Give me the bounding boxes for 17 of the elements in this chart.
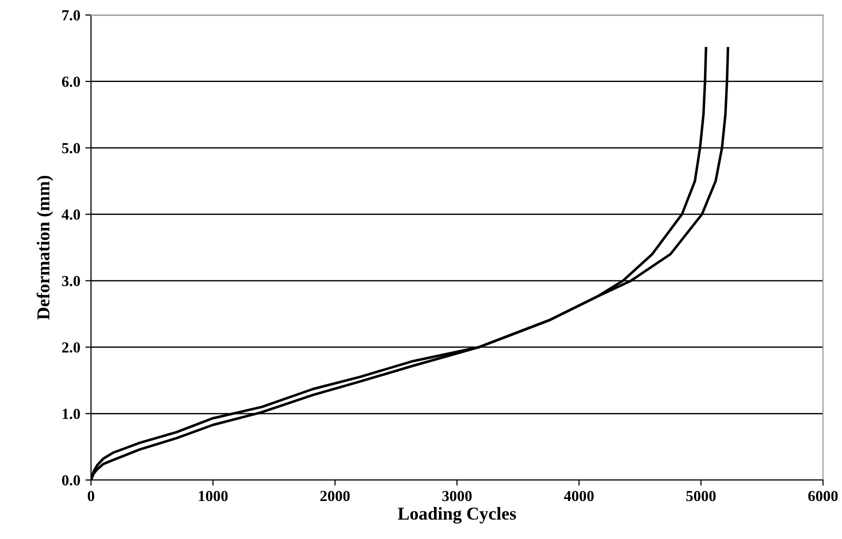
x-tick-label: 1000 bbox=[198, 490, 228, 502]
x-tick-label: 5000 bbox=[686, 490, 716, 502]
y-tick-label: 1.0 bbox=[62, 408, 80, 420]
y-tick-label: 7.0 bbox=[62, 10, 80, 21]
y-axis-title: Deformation (mm) bbox=[36, 176, 54, 320]
y-tick-label: 5.0 bbox=[62, 143, 80, 154]
x-tick-label: 2000 bbox=[320, 490, 350, 502]
x-tick-label: 3000 bbox=[442, 490, 472, 502]
y-tick-label: 6.0 bbox=[62, 76, 80, 87]
y-tick-label: 0.0 bbox=[62, 475, 80, 486]
x-axis-title: Loading Cycles bbox=[398, 507, 516, 524]
y-tick-label: 3.0 bbox=[62, 276, 80, 286]
x-tick-label: 0 bbox=[88, 490, 94, 502]
y-tick-label: 2.0 bbox=[62, 342, 80, 353]
y-tick-label: 4.0 bbox=[62, 209, 80, 220]
x-tick-label: 4000 bbox=[564, 490, 594, 502]
x-tick-label: 6000 bbox=[808, 490, 838, 502]
